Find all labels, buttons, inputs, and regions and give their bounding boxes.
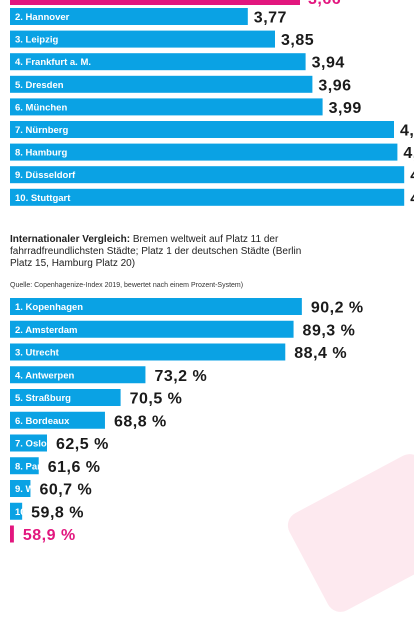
category-label-international-3: 4. Antwerpen bbox=[15, 370, 74, 381]
bar-german-2 bbox=[10, 53, 306, 71]
bar-international-4 bbox=[10, 389, 121, 406]
value-label-international-8: 60,7 % bbox=[39, 482, 92, 499]
bar-international-3 bbox=[10, 366, 146, 384]
category-label-german-6: 8. Hamburg bbox=[15, 148, 67, 159]
value-label-german-7: 4,23 bbox=[410, 168, 414, 185]
category-label-international-6: 7. Oslo bbox=[15, 439, 47, 450]
bar-international-0 bbox=[10, 298, 302, 315]
bar-partial-top bbox=[10, 0, 300, 5]
category-label-german-5: 7. Nürnberg bbox=[15, 125, 69, 136]
category-label-german-1: 3. Leipzig bbox=[15, 35, 58, 46]
category-label-international-4: 5. Straßburg bbox=[15, 393, 71, 404]
heading-rest: Bremen weltweit auf Platz 11 der fahrrad… bbox=[10, 234, 302, 269]
category-label-german-4: 6. München bbox=[15, 102, 67, 113]
bar-international-7 bbox=[10, 457, 39, 475]
category-label-international-8: 9. Wien bbox=[15, 484, 48, 495]
value-label-international-10: 58,9 % bbox=[23, 527, 76, 544]
bar-international-8 bbox=[10, 480, 31, 497]
category-label-international-0: 1. Kopenhagen bbox=[15, 302, 83, 313]
value-label-german-0: 3,77 bbox=[254, 10, 287, 27]
value-label-german-2: 3,94 bbox=[312, 55, 345, 72]
category-label-international-10: 11. Bremen bbox=[15, 530, 66, 541]
category-label-international-7: 8. Paris bbox=[15, 461, 49, 472]
category-label-international-2: 3. Utrecht bbox=[15, 348, 60, 359]
bar-german-0 bbox=[10, 8, 248, 25]
bar-international-10 bbox=[10, 525, 14, 543]
bar-charts: 3,66 2. Hannover 3,77 3. Leipzig 3,85 4. Fran… bbox=[10, 0, 414, 544]
bar-german-3 bbox=[10, 75, 313, 93]
category-label-international-5: 6. Bordeaux bbox=[15, 416, 70, 427]
value-label-german-3: 3,96 bbox=[318, 77, 351, 94]
bar-international-5 bbox=[10, 411, 105, 429]
value-label-german-5: 4,20 bbox=[400, 123, 414, 140]
category-label-german-8: 10. Stuttgart bbox=[15, 193, 71, 204]
bar-international-2 bbox=[10, 343, 286, 361]
bar-german-7 bbox=[10, 166, 405, 184]
bar-international-9 bbox=[10, 502, 23, 520]
category-label-german-2: 4. Frankfurt a. M. bbox=[15, 57, 91, 68]
value-label-partial-top: 3,66 bbox=[308, 0, 341, 8]
value-label-international-3: 73,2 % bbox=[154, 368, 207, 385]
bar-german-1 bbox=[10, 30, 275, 48]
bar-international-1 bbox=[10, 320, 294, 338]
value-label-international-1: 89,3 % bbox=[303, 322, 356, 339]
value-label-international-6: 62,5 % bbox=[56, 436, 109, 453]
value-label-german-6: 4,21 bbox=[403, 145, 414, 162]
heading-bold: Internationaler Vergleich: bbox=[10, 234, 131, 245]
category-label-german-7: 9. Düsseldorf bbox=[15, 170, 76, 181]
category-label-german-3: 5. Dresden bbox=[15, 80, 64, 91]
category-label-international-9: 10. Helsinki bbox=[15, 507, 67, 518]
value-label-international-0: 90,2 % bbox=[311, 300, 364, 317]
bar-german-5 bbox=[10, 121, 394, 138]
category-label-international-1: 2. Amsterdam bbox=[15, 325, 77, 336]
value-label-international-2: 88,4 % bbox=[294, 345, 347, 362]
bar-german-4 bbox=[10, 98, 323, 116]
source-note: Quelle: Copenhagenize-Index 2019, bewert… bbox=[10, 282, 244, 289]
value-label-international-7: 61,6 % bbox=[48, 459, 101, 476]
value-label-german-1: 3,85 bbox=[281, 32, 314, 49]
value-label-international-9: 59,8 % bbox=[31, 504, 84, 521]
bar-german-8 bbox=[10, 188, 405, 206]
value-label-international-4: 70,5 % bbox=[130, 391, 183, 408]
category-label-german-0: 2. Hannover bbox=[15, 12, 70, 23]
bar-international-6 bbox=[10, 434, 47, 452]
bar-german-6 bbox=[10, 143, 398, 161]
value-label-german-8: 4,23 bbox=[410, 190, 414, 207]
value-label-international-5: 68,8 % bbox=[114, 413, 167, 430]
value-label-german-4: 3,99 bbox=[329, 100, 362, 117]
international-comparison-heading: Internationaler Vergleich: Bremen weltwe… bbox=[10, 234, 306, 270]
